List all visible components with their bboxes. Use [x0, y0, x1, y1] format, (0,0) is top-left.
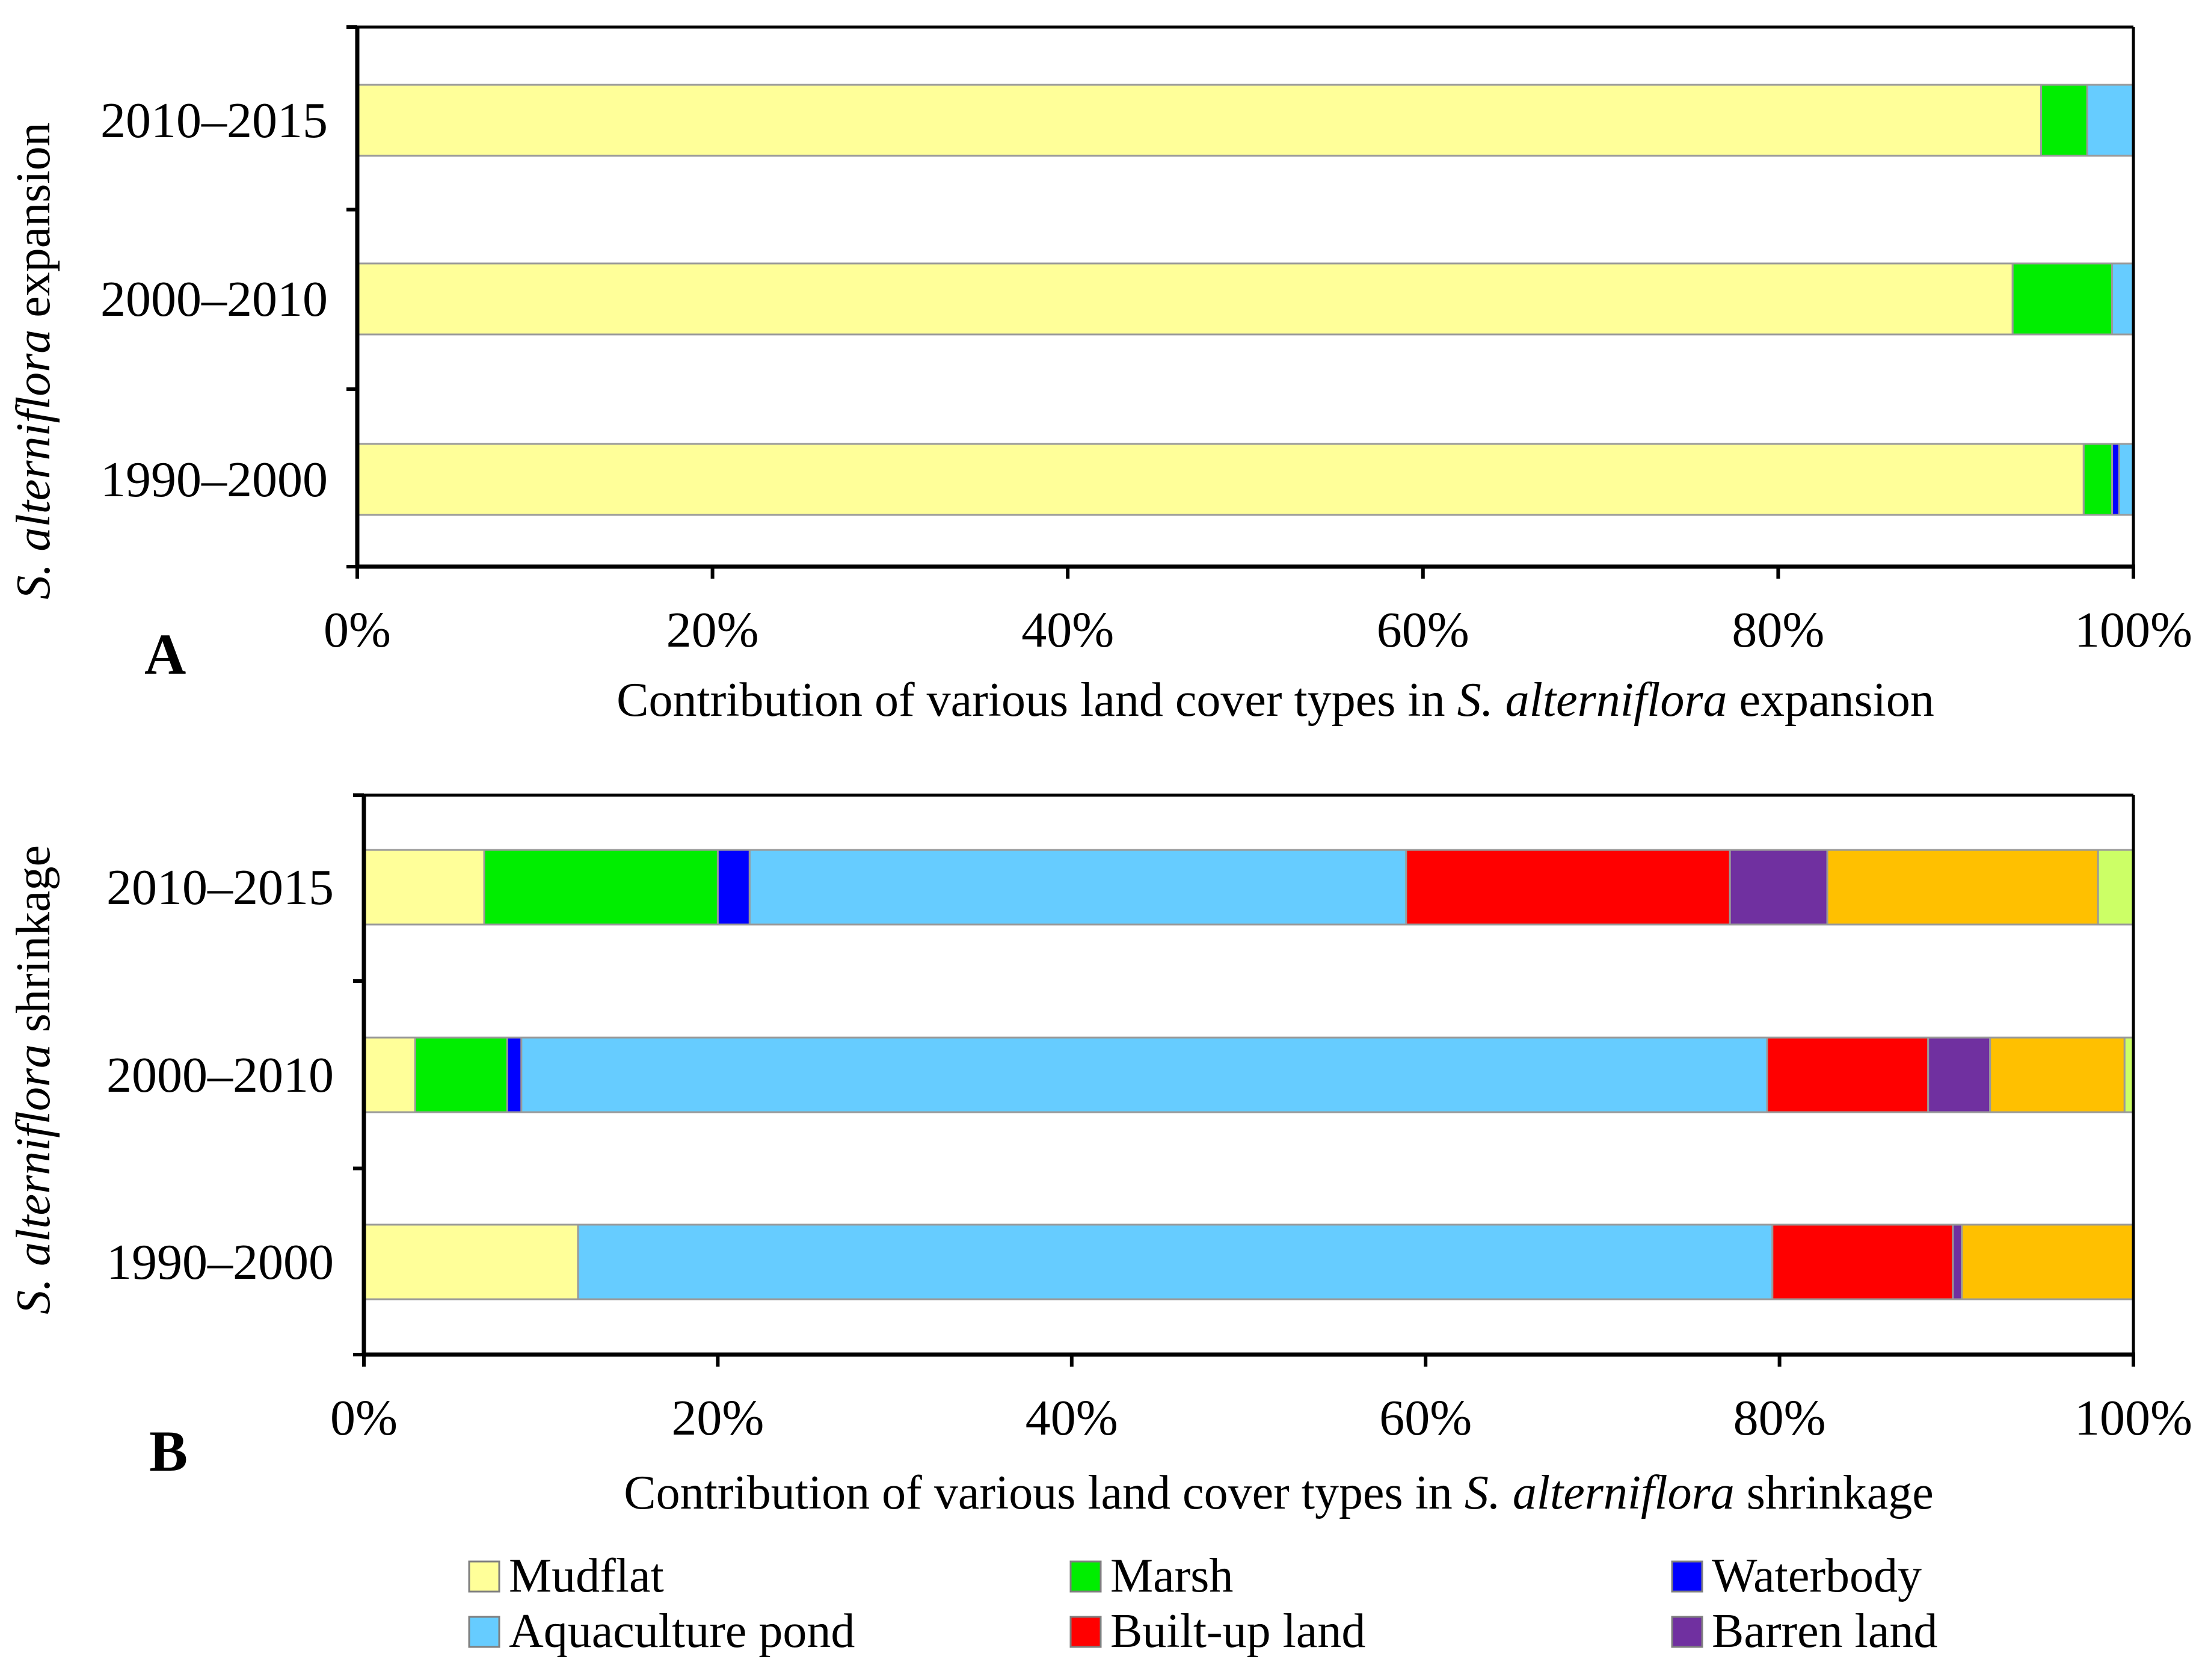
legend-swatch-mudflat — [468, 1560, 500, 1593]
panel-a-x-tick-label: 80% — [1732, 602, 1824, 658]
panel-a-category-label: 2010–2015 — [100, 93, 328, 149]
panel-b-bar-2010-2015-barren-land — [1729, 849, 1828, 926]
panel-a-bar-2010-2015-aquaculture-pond — [2086, 84, 2135, 157]
panel-b-bar-2000-2010-mudflat — [363, 1036, 416, 1113]
panel-b-bar-2000-2010-waterbody — [506, 1036, 523, 1113]
panel-a-bar-1990-2000-mudflat — [356, 443, 2085, 516]
panel-b-bar-2000-2010-other — [1989, 1036, 2126, 1113]
legend-swatch-aquaculture-pond — [468, 1616, 500, 1648]
panel-b-bar-1990-2000-mudflat — [363, 1223, 579, 1300]
panel-a-x-tick-label: 20% — [666, 602, 759, 658]
panel-a-category-label: 2000–2010 — [100, 271, 328, 327]
panel-b-bar-2010-2015-mudflat — [363, 849, 485, 926]
legend-swatch-marsh — [1069, 1560, 1102, 1593]
panel-b-x-tick-label: 20% — [671, 1390, 764, 1446]
panel-a-category-label: 1990–2000 — [100, 452, 328, 508]
legend-label-barren-land: Barren land — [1712, 1605, 1937, 1658]
legend-label-marsh: Marsh — [1110, 1549, 1233, 1602]
panel-b-category-label: 2000–2010 — [106, 1047, 334, 1103]
panel-b-chart: 2010–2015 2000–2010 1990–2000 0% 20% 40% 60% 80… — [7, 793, 2192, 1519]
panel-a-bar-1990-2000-marsh — [2082, 443, 2114, 516]
panel-a-bar-1990-2000-aquaculture-pond — [2118, 443, 2135, 516]
panel-a-bar-2000-2010-marsh — [2011, 262, 2114, 336]
panel-b-bar-2010-2015-aquaculture-pond — [748, 849, 1407, 926]
panel-a-x-tick-label: 100% — [2074, 602, 2192, 658]
panel-b-bar-2000-2010-barren-land — [1927, 1036, 1991, 1113]
panel-b-y-axis-title: S. alterniflora shrinkage — [7, 845, 60, 1314]
panel-b-bar-2000-2010-aquaculture-pond — [520, 1036, 1768, 1113]
legend-label-mudflat: Mudflat — [509, 1549, 664, 1602]
panel-b-x-axis-title: Contribution of various land cover types… — [624, 1466, 1933, 1519]
panel-a-x-tick-label: 0% — [324, 602, 391, 658]
legend-swatch-built-up-land — [1069, 1616, 1102, 1648]
panel-b-bar-2010-2015-other — [1826, 849, 2099, 926]
panel-a-x-tick-label: 40% — [1021, 602, 1114, 658]
panel-b-x-tick-label: 40% — [1026, 1390, 1118, 1446]
panel-a-bar-2000-2010-mudflat — [356, 262, 2014, 336]
panel-a-bar-1990-2000-waterbody — [2111, 443, 2120, 516]
panel-b-x-tick-label: 60% — [1379, 1390, 1472, 1446]
legend-label-aquaculture-pond: Aquaculture pond — [509, 1605, 855, 1658]
panel-b-bar-2000-2010-marsh — [414, 1036, 508, 1113]
panel-b-x-tick-label: 0% — [330, 1390, 398, 1446]
panel-a-x-axis-title: Contribution of various land cover types… — [617, 674, 1934, 727]
legend-label-waterbody: Waterbody — [1712, 1549, 1922, 1602]
panel-a-bar-2000-2010-aquaculture-pond — [2111, 262, 2135, 336]
panel-b-category-label: 2010–2015 — [106, 860, 334, 915]
panel-b-x-tick-label: 80% — [1733, 1390, 1826, 1446]
panel-b-bar-1990-2000-barren-land — [1952, 1223, 1963, 1300]
panel-b-bar-2000-2010-built-up-land — [1766, 1036, 1930, 1113]
panel-a-bar-2010-2015-marsh — [2040, 84, 2088, 157]
panel-a-bar-2010-2015-mudflat — [356, 84, 2042, 157]
panel-b-bar-2010-2015-marsh — [483, 849, 719, 926]
panel-b-x-tick-label: 100% — [2074, 1390, 2192, 1446]
panel-b-category-label: 1990–2000 — [106, 1234, 334, 1290]
panel-a-y-axis-title: S. alterniflora expansion — [7, 122, 60, 599]
panel-b-bar-1990-2000-aquaculture-pond — [577, 1223, 1774, 1300]
panel-a-letter: A — [144, 622, 186, 686]
legend-swatch-barren-land — [1671, 1616, 1703, 1648]
legend: Mudflat Marsh Waterbody Aquaculture pond Bui… — [468, 1549, 1937, 1658]
panel-a-x-tick-label: 60% — [1377, 602, 1469, 658]
panel-a-chart: 2010–2015 2000–2010 1990–2000 0% 20% 40% 60% 80… — [7, 25, 2192, 727]
legend-swatch-waterbody — [1671, 1560, 1703, 1593]
panel-b-bar-2010-2015-waterbody — [716, 849, 751, 926]
panel-b-bar-2010-2015-other-2 — [2097, 849, 2135, 926]
panel-b-letter: B — [149, 1419, 188, 1483]
panel-b-bar-1990-2000-other — [1961, 1223, 2135, 1300]
panel-b-bar-2010-2015-built-up-land — [1405, 849, 1731, 926]
panel-b-bar-1990-2000-built-up-land — [1771, 1223, 1954, 1300]
legend-label-built-up-land: Built-up land — [1110, 1605, 1365, 1658]
